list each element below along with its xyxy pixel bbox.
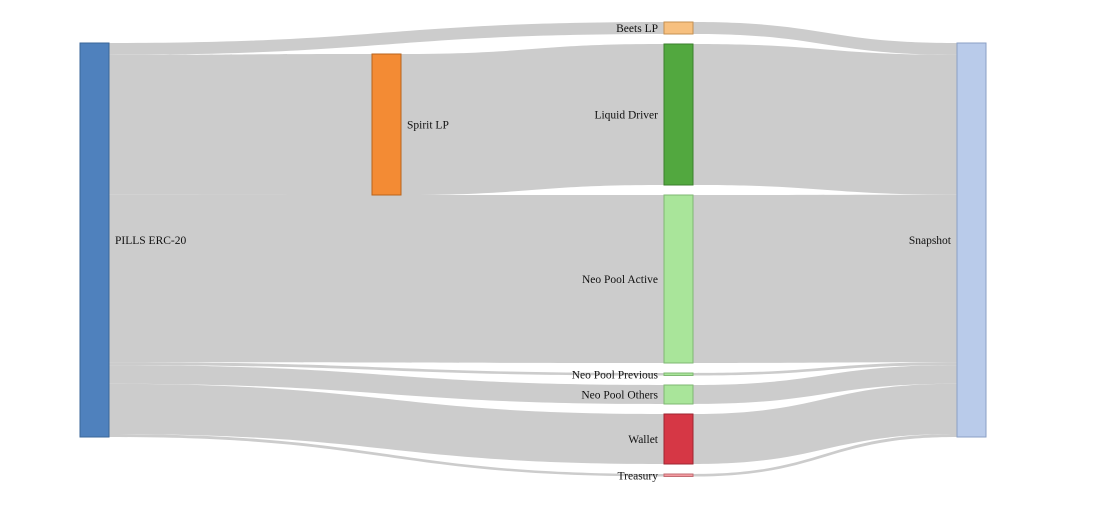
node-label-neo_active: Neo Pool Active	[582, 274, 658, 286]
link-spirit-to-liquid	[401, 44, 664, 195]
node-label-wallet: Wallet	[628, 434, 659, 446]
link-pills-to-neo_active	[109, 194, 664, 363]
node-bar-treasury	[663, 473, 694, 477]
node-liquid: Liquid Driver	[594, 43, 694, 186]
node-label-neo_others: Neo Pool Others	[581, 390, 658, 402]
node-treasury: Treasury	[618, 470, 694, 482]
node-bar-snapshot	[956, 42, 987, 438]
node-label-neo_prev: Neo Pool Previous	[572, 369, 659, 381]
link-pills-to-neo_others	[109, 365, 664, 404]
node-pills: PILLS ERC-20	[79, 42, 186, 438]
node-neo_others: Neo Pool Others	[581, 384, 694, 405]
node-bar-neo_prev	[663, 372, 694, 376]
link-pills-to-wallet	[109, 383, 664, 464]
node-bar-neo_others	[663, 384, 694, 405]
link-neo_prev-to-snapshot	[693, 362, 957, 376]
nodes-layer: PILLS ERC-20 Spirit LP Beets LP Liquid Driv…	[79, 21, 987, 482]
node-bar-spirit	[371, 53, 402, 196]
node-label-snapshot: Snapshot	[909, 235, 952, 247]
node-bar-wallet	[663, 413, 694, 465]
node-spirit: Spirit LP	[371, 53, 449, 196]
node-label-spirit: Spirit LP	[407, 120, 449, 132]
link-pills-to-treasury	[109, 434, 664, 477]
link-pills-to-neo_prev	[109, 362, 664, 376]
node-bar-liquid	[663, 43, 694, 186]
node-snapshot: Snapshot	[909, 42, 987, 438]
link-beets-to-snapshot	[693, 22, 957, 55]
node-bar-beets	[663, 21, 694, 35]
node-bar-pills	[79, 42, 110, 438]
link-wallet-to-snapshot	[693, 383, 957, 464]
node-wallet: Wallet	[628, 413, 694, 465]
node-bar-neo_active	[663, 194, 694, 364]
node-beets: Beets LP	[616, 21, 694, 35]
link-treasury-to-snapshot	[693, 434, 957, 477]
node-neo_prev: Neo Pool Previous	[572, 369, 694, 381]
link-neo_others-to-snapshot	[693, 365, 957, 404]
link-neo_active-to-snapshot	[693, 194, 957, 363]
links-layer	[109, 22, 957, 477]
node-label-beets: Beets LP	[616, 23, 658, 35]
node-label-treasury: Treasury	[618, 470, 659, 482]
link-pills-to-spirit	[109, 54, 372, 195]
node-neo_active: Neo Pool Active	[582, 194, 694, 364]
link-liquid-to-snapshot	[693, 44, 957, 195]
link-pills-to-beets	[109, 22, 664, 55]
node-label-pills: PILLS ERC-20	[115, 235, 186, 247]
node-label-liquid: Liquid Driver	[594, 110, 658, 122]
